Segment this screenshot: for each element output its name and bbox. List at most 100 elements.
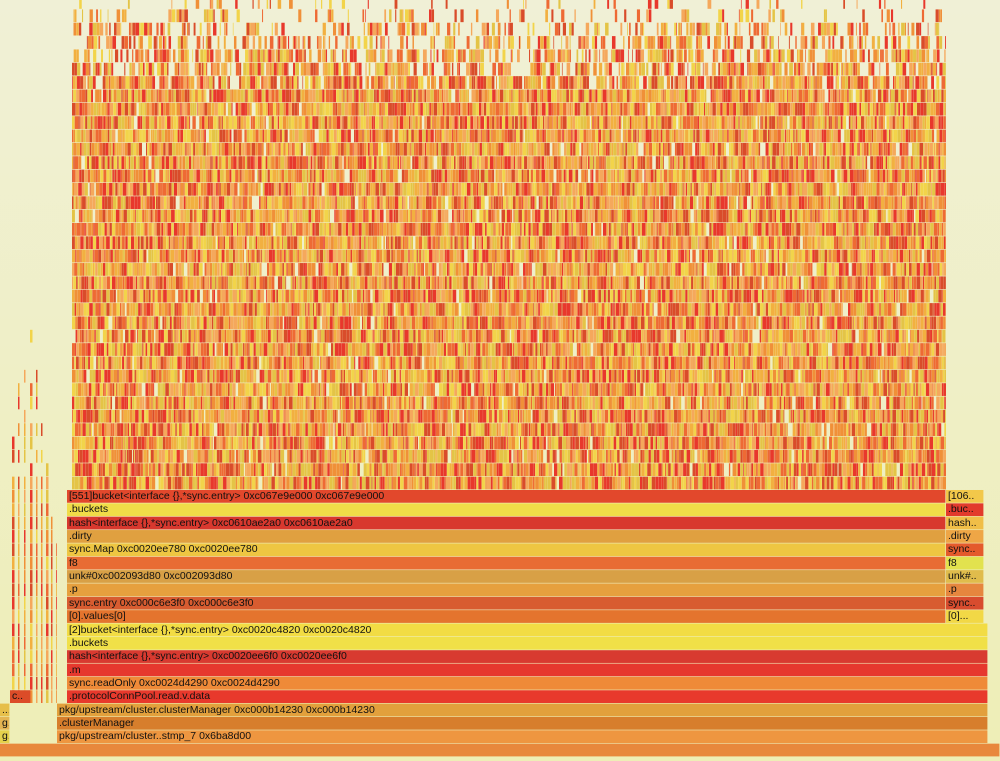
frame-bar[interactable]	[906, 356, 910, 370]
frame-bar[interactable]	[557, 316, 561, 330]
frame-bar[interactable]	[488, 369, 491, 383]
frame-bar[interactable]	[794, 343, 795, 356]
frame-bar[interactable]	[140, 423, 144, 436]
frame-bar[interactable]	[171, 329, 173, 343]
frame-bar[interactable]	[271, 476, 275, 490]
frame-bar[interactable]	[511, 316, 516, 330]
frame-bar[interactable]	[300, 476, 303, 490]
frame-bar[interactable]	[549, 316, 553, 330]
frame-bar[interactable]	[616, 423, 619, 436]
frame-bar[interactable]	[808, 329, 809, 343]
frame-bar[interactable]	[204, 463, 208, 477]
frame-bar[interactable]	[760, 436, 763, 450]
frame-bar[interactable]	[711, 356, 714, 370]
frame-bar[interactable]	[279, 329, 283, 343]
frame-bar[interactable]	[863, 343, 867, 356]
frame-bar[interactable]	[98, 409, 101, 423]
frame-bar[interactable]	[267, 369, 272, 383]
frame-bar[interactable]	[615, 356, 619, 370]
frame-bar[interactable]	[681, 476, 684, 490]
frame-bar[interactable]	[879, 423, 882, 436]
frame-bar[interactable]	[366, 436, 369, 450]
frame-bar[interactable]	[190, 369, 194, 383]
frame-bar[interactable]	[641, 356, 645, 370]
frame-bar[interactable]	[535, 356, 538, 370]
frame-bar[interactable]	[431, 329, 434, 343]
frame-bar[interactable]	[239, 329, 241, 343]
frame-bar[interactable]	[919, 423, 921, 436]
frame-bar[interactable]	[548, 356, 551, 370]
frame-bar[interactable]	[283, 369, 287, 383]
frame-bar[interactable]	[376, 463, 379, 477]
frame-bar[interactable]	[409, 436, 414, 450]
frame-bar[interactable]	[883, 356, 886, 370]
frame-bar[interactable]	[611, 383, 613, 396]
frame-bar[interactable]	[292, 369, 294, 383]
frame-bar[interactable]	[83, 329, 87, 343]
frame-bar[interactable]	[87, 316, 88, 330]
frame-bar[interactable]	[179, 409, 182, 423]
frame-bar[interactable]	[694, 329, 699, 343]
frame-bar[interactable]	[707, 396, 710, 410]
frame-bar[interactable]	[620, 476, 623, 490]
frame-bar[interactable]	[195, 329, 198, 343]
frame-bar[interactable]	[129, 436, 134, 450]
frame-bar[interactable]	[193, 383, 196, 396]
frame-bar[interactable]	[479, 409, 483, 423]
frame-bar[interactable]	[83, 383, 86, 396]
frame-bar[interactable]	[278, 343, 280, 356]
frame-bar[interactable]	[929, 423, 931, 436]
frame-bar[interactable]	[189, 463, 192, 477]
frame-bar[interactable]	[390, 436, 392, 450]
frame-bar[interactable]	[432, 356, 434, 370]
frame-bar[interactable]	[583, 436, 586, 450]
frame-bar[interactable]	[916, 436, 920, 450]
frame-bar[interactable]	[666, 383, 668, 396]
frame-bar[interactable]	[79, 436, 82, 450]
frame-bar[interactable]	[366, 316, 367, 330]
frame-bar[interactable]	[112, 409, 115, 423]
frame-bar[interactable]	[290, 329, 293, 343]
frame-bar[interactable]	[417, 303, 419, 316]
frame-bar[interactable]	[183, 396, 186, 410]
frame-bar[interactable]	[510, 369, 512, 383]
frame-bar[interactable]	[423, 409, 428, 423]
frame-bar[interactable]	[403, 396, 407, 410]
frame-bar[interactable]	[939, 356, 942, 370]
frame-bar[interactable]	[79, 356, 82, 370]
frame-bar[interactable]	[498, 343, 501, 356]
frame-bar[interactable]	[733, 449, 737, 463]
frame-bar[interactable]	[392, 329, 396, 343]
frame-bar[interactable]	[157, 463, 159, 477]
frame-bar[interactable]	[545, 396, 547, 410]
frame-bar[interactable]	[110, 369, 114, 383]
frame-bar[interactable]	[463, 369, 465, 383]
frame-bar[interactable]	[580, 369, 582, 383]
frame-bar[interactable]	[235, 463, 239, 477]
frame-bar[interactable]	[120, 423, 124, 436]
frame-bar[interactable]	[753, 356, 756, 370]
frame-bar[interactable]	[533, 343, 536, 356]
frame-bar[interactable]	[509, 463, 511, 477]
frame-bar[interactable]	[522, 303, 525, 316]
frame-bar[interactable]	[396, 369, 399, 383]
frame-bar[interactable]	[168, 316, 170, 330]
frame-bar[interactable]	[698, 316, 702, 330]
frame-bar[interactable]	[715, 476, 719, 490]
frame-bar[interactable]	[628, 383, 630, 396]
frame-bar[interactable]	[560, 343, 564, 356]
frame-bar[interactable]	[512, 329, 515, 343]
frame-bar[interactable]	[474, 383, 476, 396]
frame-bar[interactable]	[868, 343, 870, 356]
frame-bar[interactable]	[843, 343, 845, 356]
frame-bar[interactable]	[582, 423, 584, 436]
frame-bar[interactable]	[426, 463, 428, 477]
frame-bar[interactable]	[768, 303, 771, 316]
frame-bar[interactable]	[245, 329, 248, 343]
frame-bar[interactable]	[173, 396, 177, 410]
frame-bar[interactable]	[440, 329, 442, 343]
frame-bar[interactable]	[574, 463, 578, 477]
frame-bar[interactable]	[616, 396, 619, 410]
frame-bar[interactable]	[364, 383, 368, 396]
frame-bar[interactable]	[257, 356, 260, 370]
